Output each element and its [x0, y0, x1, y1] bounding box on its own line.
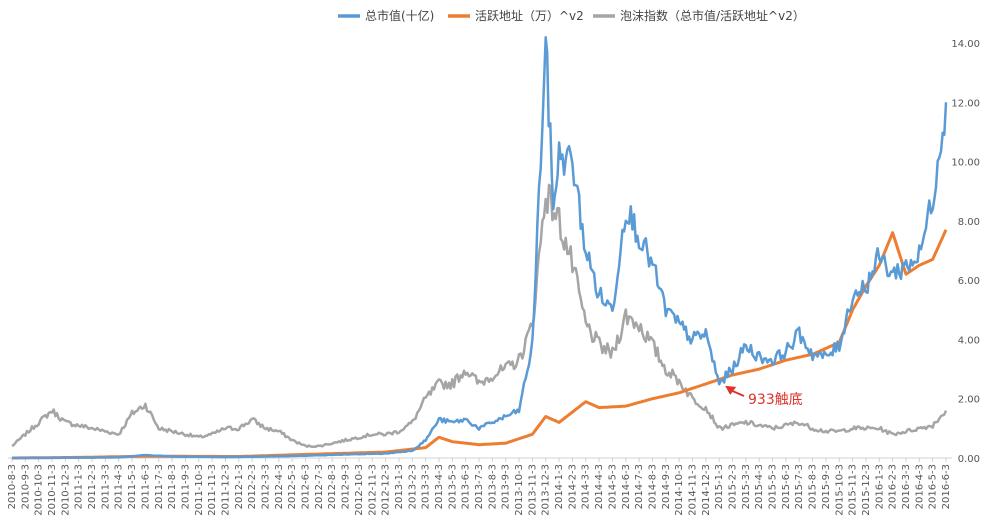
x-tick-label: 2012-5-3 [287, 464, 298, 509]
x-tick-label: 2012-6-3 [301, 464, 312, 509]
y-axis: 0.00 2.00 4.00 6.00 8.00 10.00 12.00 14.00 [951, 39, 980, 465]
y-tick-label: 10.00 [951, 158, 980, 169]
x-tick-label: 2014-2-3 [567, 464, 578, 509]
x-tick-label: 2011-7-3 [154, 464, 165, 509]
x-tick-label: 2013-1-3 [394, 464, 405, 509]
x-tick-label: 2015-3-3 [741, 464, 752, 509]
legend-label: 总市值(十亿) [365, 8, 434, 23]
y-tick-label: 6.00 [958, 276, 980, 287]
x-tick-label: 2015-1-3 [714, 464, 725, 509]
x-tick-label: 2015-6-3 [781, 464, 792, 509]
x-tick-label: 2011-2-3 [87, 464, 98, 509]
x-tick-label: 2015-2-3 [728, 464, 739, 509]
x-tick-label: 2011-5-3 [127, 464, 138, 509]
x-tick-label: 2012-3-3 [261, 464, 272, 509]
x-tick-label: 2016-3-3 [901, 464, 912, 509]
x-tick-label: 2012-8-3 [327, 464, 338, 509]
x-tick-label: 2011-9-3 [180, 464, 191, 509]
x-tick-label: 2011-4-3 [114, 464, 125, 509]
x-tick-label: 2015-8-3 [808, 464, 819, 509]
annotation-label: 933触底 [748, 392, 803, 408]
x-tick-label: 2012-11-3 [367, 464, 378, 516]
x-tick-label: 2013-3-3 [421, 464, 432, 509]
x-tick-label: 2015-7-3 [794, 464, 805, 509]
y-tick-label: 0.00 [958, 454, 980, 465]
x-tick-label: 2012-2-3 [247, 464, 258, 509]
x-tick-label: 2011-3-3 [100, 464, 111, 509]
x-tick-label: 2014-3-3 [581, 464, 592, 509]
x-tick-label: 2014-12-3 [701, 464, 712, 516]
x-tick-label: 2014-9-3 [661, 464, 672, 509]
x-tick-label: 2012-12-3 [381, 464, 392, 516]
x-tick-label: 2010-11-3 [47, 464, 58, 516]
x-tick-label: 2016-1-3 [874, 464, 885, 509]
x-tick-label: 2011-10-3 [194, 464, 205, 516]
x-tick-label: 2010-8-3 [7, 464, 18, 509]
x-tick-label: 2013-11-3 [527, 464, 538, 516]
x-tick-label: 2014-1-3 [554, 464, 565, 509]
x-tick-label: 2014-11-3 [687, 464, 698, 516]
y-tick-label: 8.00 [958, 217, 980, 228]
annotation: 933触底 [725, 385, 803, 408]
series-line [12, 36, 948, 460]
x-tick-label: 2010-9-3 [20, 464, 31, 509]
annotation-arrowhead [725, 385, 737, 395]
x-tick-label: 2014-8-3 [647, 464, 658, 509]
x-tick-label: 2013-7-3 [474, 464, 485, 509]
y-tick-label: 4.00 [958, 335, 980, 346]
x-tick-label: 2013-9-3 [501, 464, 512, 509]
x-tick-label: 2011-12-3 [220, 464, 231, 516]
annotation-arrow [731, 389, 745, 397]
x-tick-label: 2013-10-3 [514, 464, 525, 516]
x-tick-label: 2013-2-3 [407, 464, 418, 509]
x-tick-label: 2011-1-3 [74, 464, 85, 509]
y-tick-label: 12.00 [951, 98, 980, 109]
x-tick-label: 2016-6-3 [941, 464, 952, 509]
x-tick-label: 2015-9-3 [821, 464, 832, 509]
series-line [11, 183, 948, 449]
x-tick-label: 2010-12-3 [60, 464, 71, 516]
x-tick-label: 2016-2-3 [888, 464, 899, 509]
x-tick-label: 2012-10-3 [354, 464, 365, 516]
x-tick-label: 2013-5-3 [447, 464, 458, 509]
x-tick-label: 2010-10-3 [34, 464, 45, 516]
x-tick-label: 2012-9-3 [341, 464, 352, 509]
x-tick-label: 2015-11-3 [848, 464, 859, 516]
x-tick-label: 2011-11-3 [207, 464, 218, 516]
legend-label: 泡沫指数（总市值/活跃地址^v2） [620, 8, 805, 23]
x-tick-label: 2012-7-3 [314, 464, 325, 509]
x-tick-label: 2013-6-3 [461, 464, 472, 509]
x-tick-label: 2014-7-3 [634, 464, 645, 509]
x-tick-label: 2013-8-3 [487, 464, 498, 509]
x-tick-label: 2015-5-3 [768, 464, 779, 509]
legend-label: 活跃地址（万）^v2 [475, 9, 584, 23]
y-tick-label: 2.00 [958, 395, 980, 406]
x-tick-label: 2014-6-3 [621, 464, 632, 509]
x-tick-label: 2012-4-3 [274, 464, 285, 509]
x-tick-label: 2011-6-3 [140, 464, 151, 509]
x-tick-label: 2016-5-3 [928, 464, 939, 509]
x-tick-label: 2013-4-3 [434, 464, 445, 509]
y-tick-label: 14.00 [951, 39, 980, 50]
x-tick-label: 2012-1-3 [234, 464, 245, 509]
x-tick-label: 2015-12-3 [861, 464, 872, 516]
x-tick-label: 2011-8-3 [167, 464, 178, 509]
legend: 总市值(十亿) 活跃地址（万）^v2 泡沫指数（总市值/活跃地址^v2） [338, 8, 805, 23]
x-axis: 2010-8-3 2010-9-3 2010-10-3 2010-11-3 2010-1… [7, 457, 952, 516]
x-tick-label: 2013-12-3 [541, 464, 552, 516]
plot-lines [11, 36, 948, 460]
x-tick-label: 2016-4-3 [914, 464, 925, 509]
x-tick-label: 2014-4-3 [594, 464, 605, 509]
x-tick-label: 2015-4-3 [754, 464, 765, 509]
x-tick-label: 2014-5-3 [607, 464, 618, 509]
x-tick-label: 2014-10-3 [674, 464, 685, 516]
x-tick-label: 2015-10-3 [834, 464, 845, 516]
